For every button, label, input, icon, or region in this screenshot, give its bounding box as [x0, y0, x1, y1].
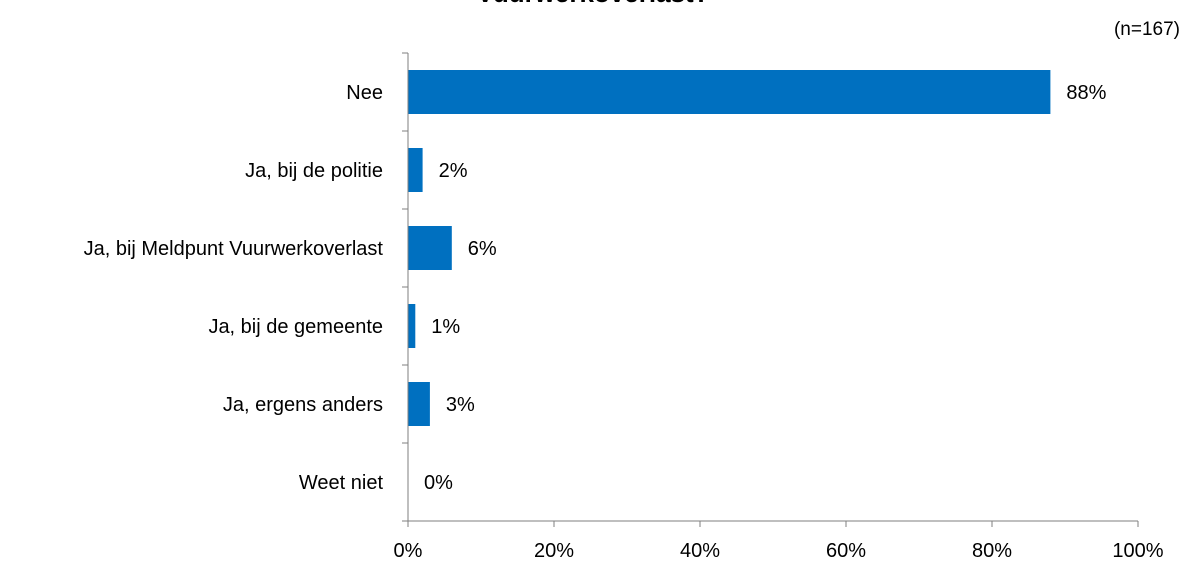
bar	[408, 226, 452, 270]
data-label: 0%	[424, 472, 453, 494]
data-label: 1%	[431, 316, 460, 338]
x-tick-label: 0%	[394, 540, 423, 562]
data-label: 3%	[446, 394, 475, 416]
chart-title: Vuurwerkoverlast?	[0, 0, 1186, 9]
data-label: 6%	[468, 238, 497, 260]
sample-size-note: (n=167)	[1113, 19, 1180, 40]
bar	[408, 304, 416, 348]
bar	[408, 148, 423, 192]
category-label: Nee	[346, 82, 383, 104]
bar	[408, 382, 430, 426]
category-label: Ja, bij de politie	[245, 160, 383, 182]
bar	[408, 70, 1051, 114]
data-label: 2%	[439, 160, 468, 182]
category-label: Weet niet	[299, 472, 384, 494]
x-tick-label: 20%	[534, 540, 574, 562]
category-label: Ja, bij Meldpunt Vuurwerkoverlast	[84, 238, 384, 260]
x-tick-label: 60%	[826, 540, 866, 562]
data-label: 88%	[1066, 82, 1106, 104]
category-label: Ja, bij de gemeente	[208, 316, 383, 338]
x-tick-label: 40%	[680, 540, 720, 562]
x-tick-label: 100%	[1112, 540, 1163, 562]
x-tick-label: 80%	[972, 540, 1012, 562]
category-label: Ja, ergens anders	[223, 394, 383, 416]
